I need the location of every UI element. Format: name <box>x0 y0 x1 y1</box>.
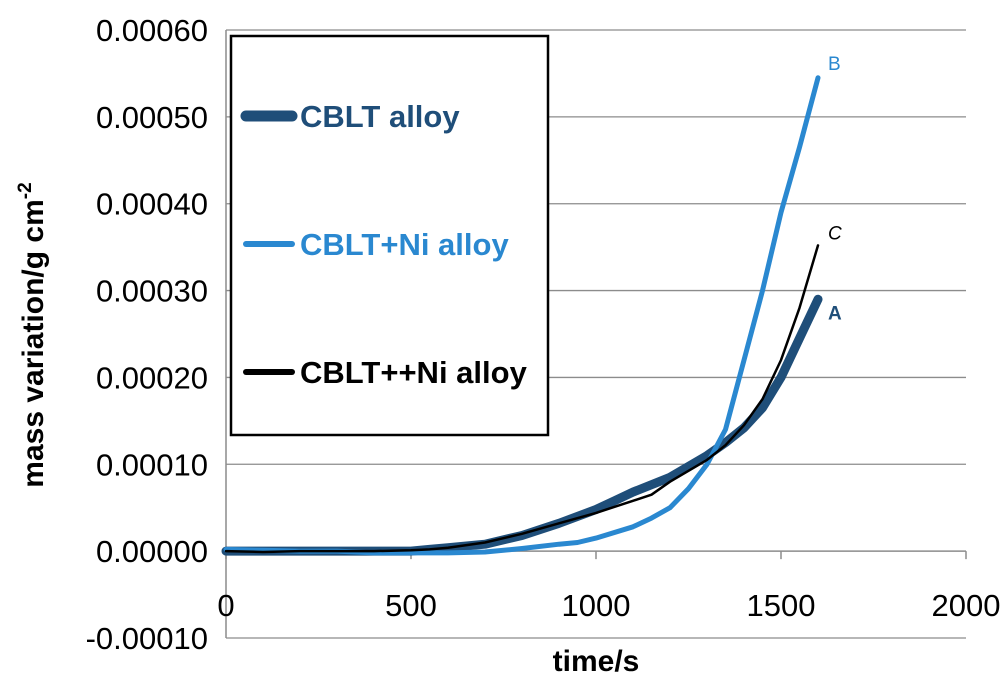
y-tick-label-0: -0.00010 <box>86 621 208 656</box>
legend-label-1: CBLT+Ni alloy <box>300 227 509 262</box>
series-line-2 <box>224 244 820 554</box>
x-tick-label-1: 500 <box>385 588 437 623</box>
legend: CBLT alloy CBLT+Ni alloy CBLT++Ni alloy <box>229 34 550 437</box>
series-end-label-0: A <box>828 303 842 324</box>
y-tick-label-5: 0.00040 <box>96 187 208 222</box>
y-axis-title: mass variation/g cm-2 <box>15 182 50 487</box>
x-tick-label-4: 2000 <box>932 588 1001 623</box>
tick-labels: -0.00010 0.00000 0.00010 0.00020 0.00030 0.00… <box>86 13 1001 656</box>
series-end-label-1: B <box>828 54 841 75</box>
y-tick-label-6: 0.00050 <box>96 100 208 135</box>
y-tick-label-1: 0.00000 <box>96 534 208 569</box>
x-tick-label-0: 0 <box>217 588 234 623</box>
legend-label-2: CBLT++Ni alloy <box>300 355 528 390</box>
y-axis-title-superscript: -2 <box>15 182 36 199</box>
series-end-labels: A B C <box>828 54 842 324</box>
x-axis-title: time/s <box>553 645 640 678</box>
y-tick-label-3: 0.00020 <box>96 360 208 395</box>
plot-area <box>221 75 823 556</box>
legend-label-0: CBLT alloy <box>300 99 460 134</box>
x-tick-label-2: 1000 <box>562 588 631 623</box>
y-axis-title-main: mass variation/g cm <box>17 199 50 487</box>
series-end-label-2: C <box>828 223 842 244</box>
y-tick-label-4: 0.00030 <box>96 274 208 309</box>
y-tick-label-7: 0.00060 <box>96 13 208 48</box>
x-tick-label-3: 1500 <box>747 588 816 623</box>
legend-box <box>229 34 550 437</box>
y-tick-label-2: 0.00010 <box>96 447 208 482</box>
